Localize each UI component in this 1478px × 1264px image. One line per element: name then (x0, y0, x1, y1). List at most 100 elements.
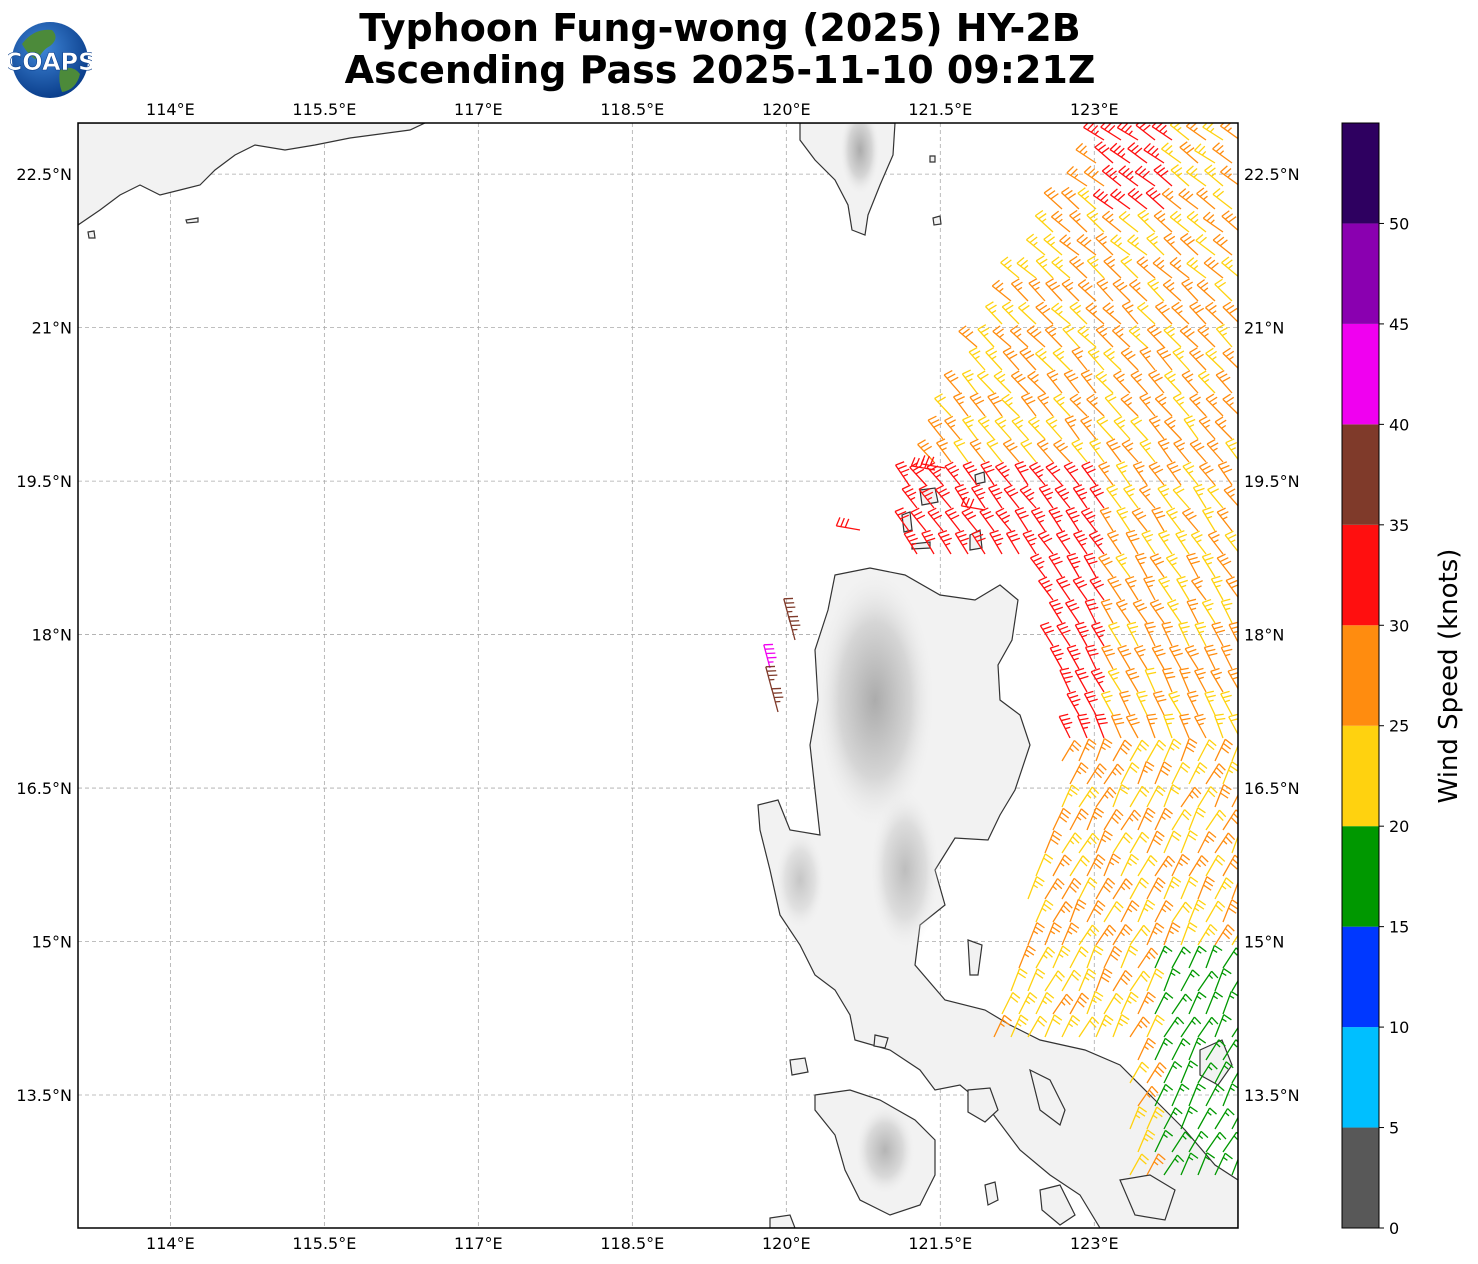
wind-barb (1220, 690, 1233, 716)
wind-barb (1029, 553, 1046, 578)
wind-barb (1214, 877, 1234, 900)
wind-barb (1180, 921, 1198, 946)
wind-barb (1127, 187, 1148, 210)
wind-barb (901, 484, 918, 509)
wind-barb (1001, 393, 1020, 417)
wind-barb (1026, 233, 1046, 256)
wind-barb (1240, 809, 1259, 834)
wind-barb (1027, 968, 1046, 992)
wind-barb (1129, 831, 1150, 854)
wind-barb (943, 369, 961, 394)
wind-barb (1222, 1039, 1238, 1061)
wind-barb (1078, 1016, 1100, 1038)
wind-barb (1183, 415, 1199, 440)
colorbar-bin (1342, 926, 1379, 1028)
wind-barb (1139, 392, 1156, 417)
wind-barb (1222, 347, 1238, 371)
wind-barb (1214, 278, 1233, 302)
wind-barb (1146, 324, 1165, 348)
wind-barb (910, 507, 927, 532)
wind-barb (1163, 416, 1182, 440)
wind-barb (1120, 853, 1139, 877)
china-coast (78, 123, 426, 226)
wind-barb (1089, 438, 1105, 463)
wind-barb (1035, 899, 1054, 923)
land-masses (78, 123, 1238, 1228)
wind-barb (1027, 876, 1045, 900)
wind-barb (1027, 370, 1046, 394)
wind-barb (1043, 233, 1063, 256)
wind-barb (1086, 944, 1104, 969)
wind-barb (1231, 924, 1238, 946)
wind-barb (1069, 946, 1089, 969)
wind-barb (1138, 484, 1156, 509)
wind-barb (944, 415, 961, 440)
wind-barb (1213, 713, 1226, 739)
colorbar-tick-label: 25 (1389, 717, 1409, 736)
wind-barb (1197, 923, 1218, 946)
wind-barb (1180, 969, 1200, 992)
wind-barb (1171, 853, 1191, 877)
colorbar: 0 5 10 15 20 25 30 35 40 45 50 (1341, 122, 1409, 1238)
wind-barb (1125, 529, 1140, 555)
wind-barb (1179, 232, 1199, 256)
wind-barb (1129, 785, 1150, 808)
wind-barb (1197, 1107, 1217, 1130)
wind-barb (1176, 575, 1190, 601)
wind-barb (968, 346, 986, 371)
colorbar-tick-label: 15 (1389, 918, 1409, 937)
wind-barb (1044, 324, 1063, 348)
wind-barb (1194, 621, 1207, 647)
wind-barb (1035, 255, 1054, 279)
wind-barb (934, 393, 952, 417)
wind-barb (1212, 142, 1233, 164)
wind-barb (1171, 1038, 1191, 1061)
wind-barb (1222, 854, 1238, 877)
wind-barb (1107, 576, 1122, 601)
wind-barb (1085, 302, 1105, 325)
wind-barb (1203, 644, 1218, 670)
wind-barb (1129, 278, 1148, 302)
wind-barb (1191, 576, 1207, 601)
wind-barb (1106, 530, 1122, 555)
lon-tick-label-top: 115.5°E (292, 100, 356, 119)
wind-barb (1001, 301, 1020, 325)
wind-barb (993, 370, 1012, 394)
wind-barb (1163, 232, 1182, 256)
lat-tick-label-right: 19.5°N (1244, 472, 1300, 491)
wind-barb (1190, 530, 1207, 555)
wind-barb (1121, 300, 1139, 325)
wind-barb (944, 461, 961, 486)
wind-barb (1078, 738, 1097, 762)
wind-barb (1143, 575, 1156, 601)
colorbar-bin (1342, 424, 1379, 525)
wind-barb (1195, 234, 1216, 256)
wind-barb (1175, 530, 1190, 555)
wind-barb (1214, 1014, 1232, 1038)
wind-barb (1154, 1083, 1174, 1107)
wind-barb (1180, 1106, 1198, 1130)
wind-barb (1151, 506, 1166, 532)
wind-barb (1136, 256, 1156, 279)
lat-tick-label-left: 22.5°N (16, 165, 72, 184)
wind-barb (969, 392, 986, 417)
wind-barb (1141, 530, 1156, 555)
wind-barb (936, 438, 952, 463)
wind-barb (1205, 1084, 1225, 1107)
wind-barb (1000, 256, 1020, 279)
lon-tick-label-top: 114°E (146, 100, 195, 119)
wind-barb (1061, 1014, 1081, 1038)
lat-tick-label-right: 13.5°N (1244, 1086, 1300, 1105)
wind-barb (1053, 393, 1071, 417)
wind-barb (1137, 947, 1159, 969)
wind-barb (1165, 507, 1182, 532)
wind-barb (788, 615, 801, 641)
wind-barb (1179, 713, 1191, 739)
wind-barb (1112, 878, 1133, 900)
wind-barb (1146, 1153, 1166, 1176)
wind-barb (1148, 369, 1165, 394)
wind-barb (1083, 123, 1105, 141)
wind-barb (1107, 667, 1122, 693)
colorbar-tick-label: 45 (1389, 315, 1409, 334)
wind-barb (1173, 438, 1190, 463)
